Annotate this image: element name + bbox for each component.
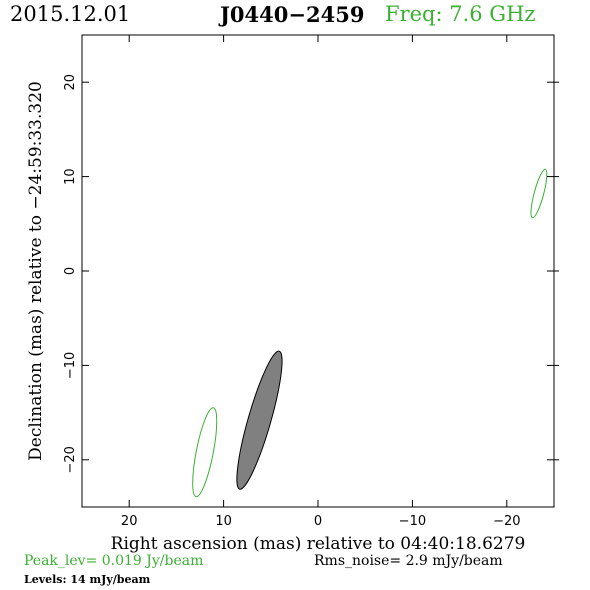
ticks-layer: 20 10 0 −10 −20 20 10 0 −10 −20 (63, 35, 559, 529)
y-tick-label: −20 (63, 446, 78, 473)
y-tick-label: 20 (63, 74, 78, 91)
y-tick-label: 10 (63, 168, 78, 185)
peak-level: Peak_lev= 0.019 Jy/beam (24, 553, 204, 569)
beam-ellipse-0 (236, 350, 283, 490)
x-tick-label: 0 (314, 514, 322, 529)
contour-ellipse-2 (530, 168, 548, 219)
frequency-label: Freq: 7.6 GHz (385, 2, 536, 26)
x-tick-label: −20 (493, 514, 520, 529)
rms-noise: Rms_noise= 2.9 mJy/beam (314, 553, 503, 569)
observation-date: 2015.12.01 (10, 2, 131, 26)
source-name: J0440−2459 (220, 2, 365, 27)
contour-ellipse-1 (192, 407, 218, 498)
y-axis-label: Declination (mas) relative to −24:59:33.… (26, 81, 46, 461)
plot-frame (81, 34, 555, 508)
x-axis-label: Right ascension (mas) relative to 04:40:… (111, 534, 526, 554)
components-layer (192, 168, 548, 498)
y-tick-label: −10 (63, 352, 78, 379)
x-tick-label: −10 (399, 514, 426, 529)
x-tick-label: 20 (121, 514, 138, 529)
x-tick-label: 10 (215, 514, 232, 529)
contour-levels: Levels: 14 mJy/beam (24, 573, 151, 586)
y-tick-label: 0 (63, 267, 78, 275)
